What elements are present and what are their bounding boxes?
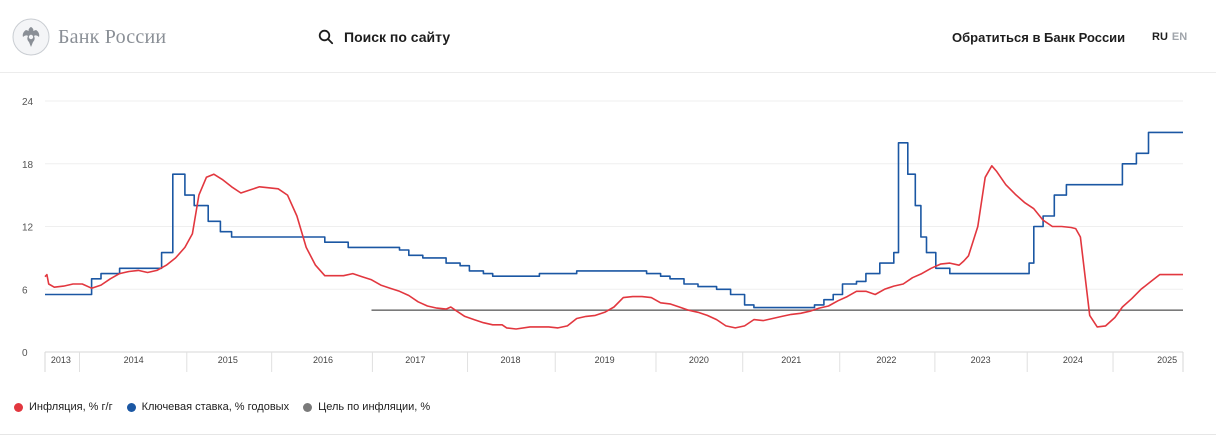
legend-item-key-rate[interactable]: Ключевая ставка, % годовых <box>126 401 290 413</box>
legend-label-inflation: Инфляция, % г/г <box>29 401 113 413</box>
contact-link[interactable]: Обратиться в Банк России <box>952 30 1126 45</box>
x-tick-label: 2023 <box>971 355 991 365</box>
x-tick-label: 2013 <box>51 355 71 365</box>
inflation-series-line <box>44 165 1183 330</box>
legend-dot-inflation-target <box>303 402 313 412</box>
legend-item-inflation-target[interactable]: Цель по инфляции, % <box>303 401 430 413</box>
legend-item-inflation[interactable]: Инфляция, % г/г <box>14 401 113 413</box>
lang-en-link[interactable]: EN <box>1171 31 1188 43</box>
search-label: Поиск по сайту <box>344 29 451 45</box>
legend-dot-key-rate <box>126 402 136 412</box>
x-tick-label: 2016 <box>313 355 333 365</box>
x-tick-label: 2018 <box>500 355 520 365</box>
search-button[interactable]: Поиск по сайту <box>318 29 450 45</box>
x-tick-label: 2021 <box>781 355 801 365</box>
inflation-rate-chart: 0 6 12 18 24 2013 2014 2015 2016 2017 2018 2019 2020… <box>22 97 1184 372</box>
legend-label-inflation-target: Цель по инфляции, % <box>318 401 431 413</box>
x-tick-label: 2024 <box>1063 355 1083 365</box>
site-header: Банк России Поиск по сайту Обратиться в … <box>0 0 1216 73</box>
y-tick-label: 6 <box>22 285 28 296</box>
key-rate-series-line <box>45 131 1183 309</box>
eagle-emblem-icon <box>12 18 50 56</box>
legend-dot-inflation <box>14 402 23 412</box>
y-tick-label: 0 <box>22 348 28 359</box>
x-tick-label: 2015 <box>218 355 238 365</box>
y-tick-label: 24 <box>22 97 34 108</box>
chart-legend: Инфляция, % г/г Ключевая ставка, % годов… <box>14 401 444 413</box>
x-tick-label: 2022 <box>876 355 896 365</box>
bottom-divider <box>0 434 1216 435</box>
lang-ru-link[interactable]: RU <box>1152 31 1168 43</box>
y-tick-label: 12 <box>22 223 34 234</box>
y-tick-label: 18 <box>22 160 34 171</box>
x-tick-label: 2017 <box>405 355 425 365</box>
logo[interactable]: Банк России <box>12 18 166 56</box>
search-icon <box>318 29 334 45</box>
logo-text: Банк России <box>58 25 167 48</box>
language-switch: RU EN <box>1152 31 1187 43</box>
x-tick-label: 2014 <box>124 355 144 365</box>
legend-label-key-rate: Ключевая ставка, % годовых <box>141 401 290 413</box>
x-tick-label: 2025 <box>1157 355 1177 365</box>
x-tick-label: 2019 <box>595 355 615 365</box>
x-tick-label: 2020 <box>689 355 709 365</box>
